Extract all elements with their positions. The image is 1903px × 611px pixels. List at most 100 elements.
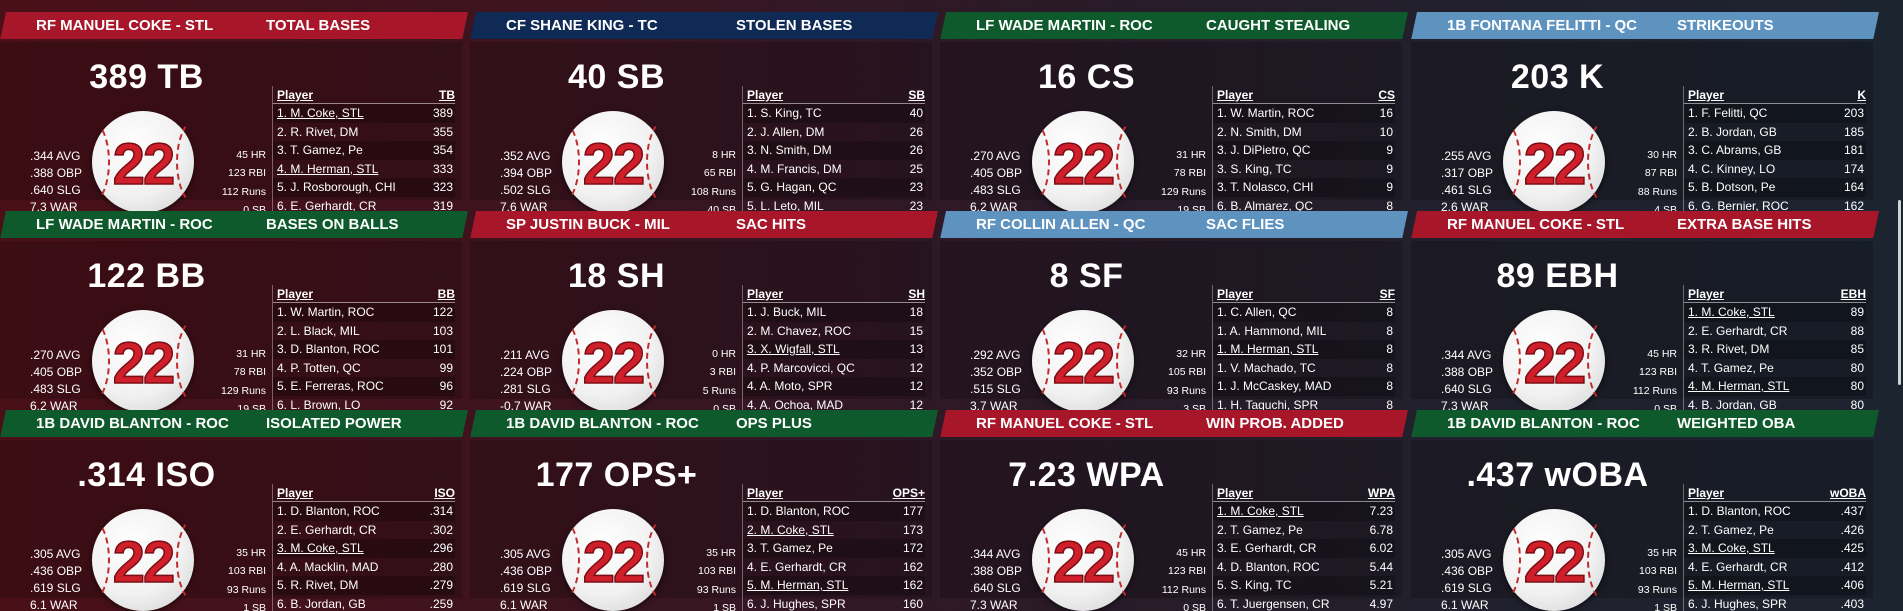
leader-card[interactable]: RF MANUEL COKE - STL TOTAL BASES 389 TB 22.… bbox=[0, 12, 468, 234]
table-row[interactable]: 6. G. Bernier, ROC 162 bbox=[1684, 197, 1866, 216]
table-row[interactable]: 4. M. Francis, DM 25 bbox=[743, 160, 925, 179]
row-player[interactable]: 3. M. Coke, STL bbox=[1688, 541, 1775, 555]
table-row[interactable]: 1. M. Coke, STL 89 bbox=[1684, 303, 1866, 322]
table-row[interactable]: 3. R. Rivet, DM 85 bbox=[1684, 340, 1866, 359]
column-header-stat[interactable]: SF bbox=[1379, 287, 1395, 301]
column-header-stat[interactable]: CS bbox=[1378, 88, 1395, 102]
table-row[interactable]: 5. G. Hagan, QC 23 bbox=[743, 178, 925, 197]
column-header-player[interactable]: Player bbox=[1217, 287, 1254, 301]
card-player-name[interactable]: LF WADE MARTIN - ROC bbox=[36, 216, 213, 233]
table-row[interactable]: 3. S. King, TC 9 bbox=[1213, 160, 1395, 179]
table-row[interactable]: 1. D. Blanton, ROC .437 bbox=[1684, 502, 1866, 521]
leader-card[interactable]: LF WADE MARTIN - ROC BASES ON BALLS 122 BB… bbox=[0, 211, 468, 433]
leader-card[interactable]: LF WADE MARTIN - ROC CAUGHT STEALING 16 CS… bbox=[940, 12, 1408, 234]
table-row[interactable]: 6. J. Hughes, SPR 160 bbox=[743, 595, 925, 611]
table-row[interactable]: 1. J. Buck, MIL 18 bbox=[743, 303, 925, 322]
table-row[interactable]: 6. B. Almarez, QC 8 bbox=[1213, 197, 1395, 216]
row-player[interactable]: 2. M. Coke, STL bbox=[747, 522, 834, 537]
column-header-stat[interactable]: TB bbox=[439, 88, 455, 102]
table-row[interactable]: 4. A. Moto, SPR 12 bbox=[743, 377, 925, 396]
table-row[interactable]: 3. C. Abrams, GB 181 bbox=[1684, 141, 1866, 160]
table-row[interactable]: 5. E. Ferreras, ROC 96 bbox=[273, 377, 455, 396]
column-header-player[interactable]: Player bbox=[277, 486, 314, 500]
card-player-name[interactable]: RF MANUEL COKE - STL bbox=[36, 17, 214, 34]
table-row[interactable]: 6. J. Hughes, SPR .403 bbox=[1684, 595, 1866, 611]
card-player-name[interactable]: RF MANUEL COKE - STL bbox=[1447, 216, 1625, 233]
scrollbar[interactable] bbox=[1898, 200, 1901, 385]
leader-card[interactable]: 1B DAVID BLANTON - ROC OPS PLUS 177 OPS+ 22… bbox=[470, 410, 938, 611]
table-row[interactable]: 2. E. Gerhardt, CR .302 bbox=[273, 521, 455, 540]
table-row[interactable]: 1. H. Taguchi, SPR 8 bbox=[1213, 396, 1395, 415]
card-player-name[interactable]: 1B DAVID BLANTON - ROC bbox=[1447, 415, 1640, 432]
table-row[interactable]: 1. M. Coke, STL 389 bbox=[273, 104, 455, 123]
table-row[interactable]: 2. L. Black, MIL 103 bbox=[273, 322, 455, 341]
table-row[interactable]: 5. R. Rivet, DM .279 bbox=[273, 576, 455, 595]
table-row[interactable]: 1. S. King, TC 40 bbox=[743, 104, 925, 123]
table-row[interactable]: 1. D. Blanton, ROC 177 bbox=[743, 502, 925, 521]
table-row[interactable]: 1. V. Machado, TC 8 bbox=[1213, 359, 1395, 378]
leader-card[interactable]: CF SHANE KING - TC STOLEN BASES 40 SB 22 .35… bbox=[470, 12, 938, 234]
table-row[interactable]: 3. E. Gerhardt, CR 6.02 bbox=[1213, 539, 1395, 558]
table-row[interactable]: 3. T. Gamez, Pe 354 bbox=[273, 141, 455, 160]
table-row[interactable]: 1. D. Blanton, ROC .314 bbox=[273, 502, 455, 521]
table-row[interactable]: 5. B. Dotson, Pe 164 bbox=[1684, 178, 1866, 197]
table-row[interactable]: 3. X. Wigfall, STL 13 bbox=[743, 340, 925, 359]
card-player-name[interactable]: RF COLLIN ALLEN - QC bbox=[976, 216, 1146, 233]
leader-card[interactable]: SP JUSTIN BUCK - MIL SAC HITS 18 SH 22 .211 … bbox=[470, 211, 938, 433]
leader-card[interactable]: 1B DAVID BLANTON - ROC ISOLATED POWER .314… bbox=[0, 410, 468, 611]
table-row[interactable]: 1. W. Martin, ROC 16 bbox=[1213, 104, 1395, 123]
table-row[interactable]: 2. E. Gerhardt, CR 88 bbox=[1684, 322, 1866, 341]
column-header-stat[interactable]: WPA bbox=[1367, 486, 1395, 500]
row-player[interactable]: 4. M. Herman, STL bbox=[1688, 379, 1790, 393]
column-header-player[interactable]: Player bbox=[1688, 287, 1725, 301]
row-player[interactable]: 3. X. Wigfall, STL bbox=[747, 342, 840, 356]
row-player[interactable]: 5. M. Herman, STL bbox=[747, 578, 849, 592]
card-player-name[interactable]: RF MANUEL COKE - STL bbox=[976, 415, 1154, 432]
table-row[interactable]: 1. C. Allen, QC 8 bbox=[1213, 303, 1395, 322]
row-player[interactable]: 1. M. Coke, STL bbox=[1688, 305, 1775, 319]
column-header-stat[interactable]: SB bbox=[908, 88, 925, 102]
table-row[interactable]: 4. A. Macklin, MAD .280 bbox=[273, 558, 455, 577]
table-row[interactable]: 5. M. Herman, STL .406 bbox=[1684, 576, 1866, 595]
table-row[interactable]: 5. S. King, TC 5.21 bbox=[1213, 576, 1395, 595]
table-row[interactable]: 1. M. Herman, STL 8 bbox=[1213, 340, 1395, 359]
table-row[interactable]: 2. M. Chavez, ROC 15 bbox=[743, 322, 925, 341]
table-row[interactable]: 4. M. Herman, STL 80 bbox=[1684, 377, 1866, 396]
table-row[interactable]: 1. A. Hammond, MIL 8 bbox=[1213, 322, 1395, 341]
table-row[interactable]: 1. W. Martin, ROC 122 bbox=[273, 303, 455, 322]
table-row[interactable]: 4. C. Kinney, LO 174 bbox=[1684, 160, 1866, 179]
table-row[interactable]: 1. M. Coke, STL 7.23 bbox=[1213, 502, 1395, 521]
table-row[interactable]: 4. T. Gamez, Pe 80 bbox=[1684, 359, 1866, 378]
row-player[interactable]: 3. M. Coke, STL bbox=[277, 541, 364, 555]
card-player-name[interactable]: SP JUSTIN BUCK - MIL bbox=[506, 216, 670, 233]
table-row[interactable]: 4. M. Herman, STL 333 bbox=[273, 160, 455, 179]
table-row[interactable]: 2. B. Jordan, GB 185 bbox=[1684, 123, 1866, 142]
column-header-player[interactable]: Player bbox=[747, 88, 784, 102]
table-row[interactable]: 3. J. DiPietro, QC 9 bbox=[1213, 141, 1395, 160]
table-row[interactable]: 1. J. McCaskey, MAD 8 bbox=[1213, 377, 1395, 396]
table-row[interactable]: 5. M. Herman, STL 162 bbox=[743, 576, 925, 595]
table-row[interactable]: 4. B. Jordan, GB 80 bbox=[1684, 396, 1866, 415]
column-header-player[interactable]: Player bbox=[747, 486, 784, 500]
card-player-name[interactable]: 1B DAVID BLANTON - ROC bbox=[36, 415, 229, 432]
table-row[interactable]: 2. N. Smith, DM 10 bbox=[1213, 123, 1395, 142]
column-header-stat[interactable]: ISO bbox=[434, 486, 455, 500]
leader-card[interactable]: RF COLLIN ALLEN - QC SAC FLIES 8 SF 22 .292 … bbox=[940, 211, 1408, 433]
column-header-player[interactable]: Player bbox=[277, 287, 314, 301]
column-header-stat[interactable]: K bbox=[1857, 88, 1866, 102]
table-row[interactable]: 2. M. Coke, STL 173 bbox=[743, 521, 925, 540]
row-player[interactable]: 5. M. Herman, STL bbox=[1688, 578, 1790, 592]
table-row[interactable]: 4. E. Gerhardt, CR .412 bbox=[1684, 558, 1866, 577]
table-row[interactable]: 4. D. Blanton, ROC 5.44 bbox=[1213, 558, 1395, 577]
card-player-name[interactable]: 1B DAVID BLANTON - ROC bbox=[506, 415, 699, 432]
column-header-stat[interactable]: OPS+ bbox=[892, 486, 925, 500]
card-player-name[interactable]: 1B FONTANA FELITTI - QC bbox=[1447, 17, 1637, 34]
table-row[interactable]: 5. L. Leto, MIL 23 bbox=[743, 197, 925, 216]
table-row[interactable]: 5. J. Rosborough, CHI 323 bbox=[273, 178, 455, 197]
table-row[interactable]: 2. J. Allen, DM 26 bbox=[743, 123, 925, 142]
leader-card[interactable]: RF MANUEL COKE - STL WIN PROB. ADDED 7.23 … bbox=[940, 410, 1408, 611]
row-player[interactable]: 1. M. Coke, STL bbox=[277, 106, 364, 120]
column-header-player[interactable]: Player bbox=[1217, 88, 1254, 102]
column-header-stat[interactable]: wOBA bbox=[1830, 486, 1866, 500]
table-row[interactable]: 4. P. Marcovicci, QC 12 bbox=[743, 359, 925, 378]
